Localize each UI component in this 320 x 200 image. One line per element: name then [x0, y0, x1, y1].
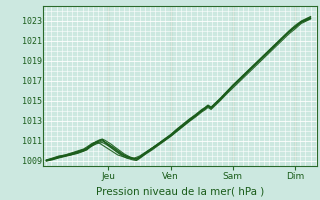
X-axis label: Pression niveau de la mer( hPa ): Pression niveau de la mer( hPa ) [96, 186, 264, 196]
